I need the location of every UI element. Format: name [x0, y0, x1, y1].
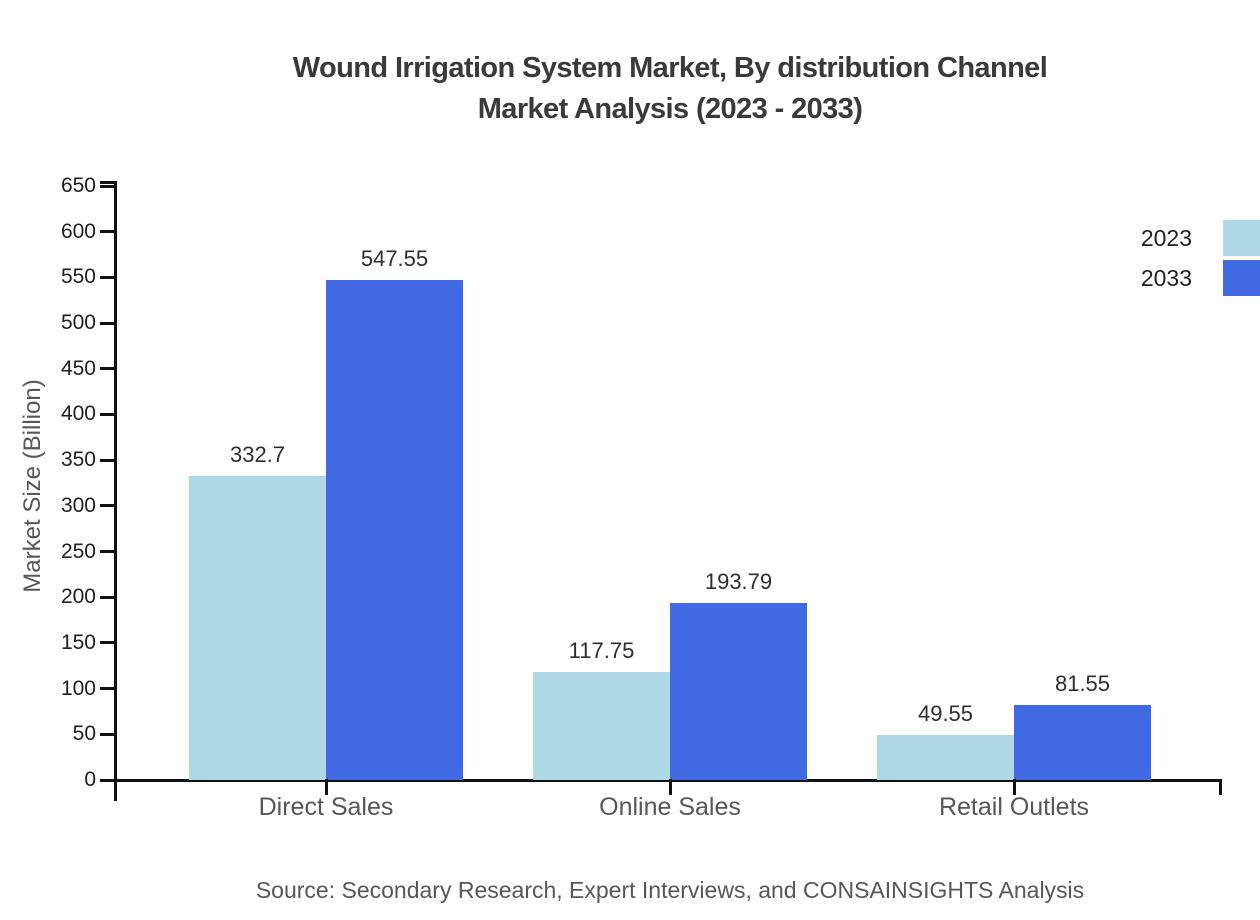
y-tick-label: 100 — [60, 676, 96, 700]
y-tick-label: 50 — [72, 722, 96, 746]
y-tick-mark — [100, 184, 116, 188]
y-tick-label: 0 — [84, 768, 96, 791]
bar-value-label: 117.75 — [568, 638, 635, 664]
x-axis-end-cap — [1219, 779, 1222, 795]
y-tick-mark — [100, 595, 116, 599]
y-tick-mark — [100, 641, 116, 645]
y-tick-mark — [100, 367, 116, 371]
y-tick-mark — [100, 778, 116, 782]
bar-2033-online-sales — [670, 602, 807, 780]
bar-2033-direct-sales — [326, 279, 463, 780]
y-axis-line — [114, 181, 117, 801]
source-note: Source: Secondary Research, Expert Inter… — [255, 877, 1085, 903]
y-tick-label: 600 — [60, 219, 96, 243]
chart-title: Wound Irrigation System Market, By distr… — [118, 48, 1222, 130]
y-tick-mark — [100, 458, 116, 462]
y-tick-mark — [100, 412, 116, 416]
bar-2033-retail-outlets — [1014, 705, 1151, 780]
y-tick-mark — [100, 687, 116, 691]
y-tick-label: 550 — [60, 265, 96, 289]
bar-2023-retail-outlets — [877, 734, 1014, 780]
bar-2023-online-sales — [533, 672, 670, 780]
y-tick-mark — [100, 550, 116, 554]
y-tick-label: 300 — [60, 493, 96, 517]
legend-swatch-2023 — [1223, 220, 1260, 256]
y-axis-top-cap — [100, 181, 116, 184]
x-tick-mark — [1012, 779, 1016, 795]
y-tick-label: 250 — [60, 539, 96, 563]
x-tick-mark — [668, 779, 672, 795]
y-tick-mark — [100, 732, 116, 736]
y-tick-mark — [100, 275, 116, 279]
chart-title-line-2: Market Analysis (2023 - 2033) — [477, 93, 863, 125]
y-tick-label: 150 — [60, 630, 96, 654]
bar-value-label: 49.55 — [917, 700, 974, 726]
legend-label-2033: 2033 — [1140, 265, 1192, 291]
x-tick-mark — [324, 779, 328, 795]
y-tick-mark — [100, 230, 116, 234]
chart-title-line-1: Wound Irrigation System Market, By distr… — [292, 52, 1048, 84]
y-tick-label: 350 — [60, 448, 96, 472]
bar-value-label: 81.55 — [1054, 671, 1111, 697]
x-axis-line — [100, 779, 1222, 782]
x-category-label: Retail Outlets — [938, 793, 1090, 821]
y-tick-label: 200 — [60, 585, 96, 609]
y-tick-label: 500 — [60, 311, 96, 335]
x-category-label: Direct Sales — [258, 793, 394, 821]
x-category-label: Online Sales — [599, 793, 741, 821]
y-tick-label: 400 — [60, 402, 96, 426]
y-tick-mark — [100, 321, 116, 325]
bar-value-label: 332.7 — [229, 441, 286, 467]
legend-label-2023: 2023 — [1140, 225, 1192, 251]
y-tick-label: 650 — [60, 174, 96, 197]
bar-value-label: 547.55 — [360, 245, 429, 271]
bar-value-label: 193.79 — [704, 568, 773, 594]
y-tick-mark — [100, 504, 116, 508]
legend-swatch-2033 — [1223, 260, 1260, 296]
y-tick-label: 450 — [60, 356, 96, 380]
bar-2023-direct-sales — [189, 475, 326, 780]
